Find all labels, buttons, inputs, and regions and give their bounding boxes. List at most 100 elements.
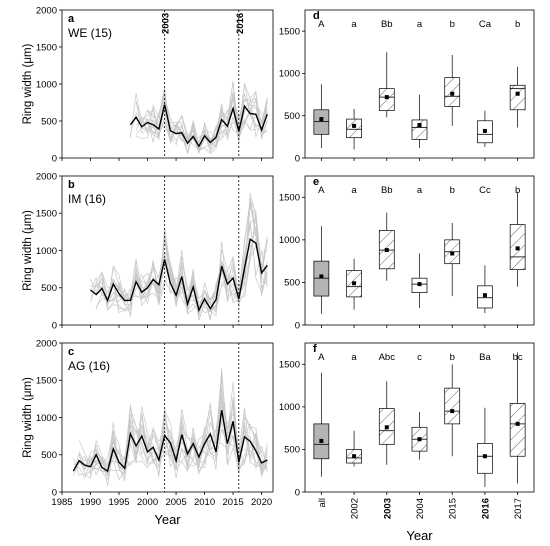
y-tick-label: 1000 xyxy=(279,235,300,246)
box-mean-marker xyxy=(384,95,389,100)
x-tick-label: 2002 xyxy=(350,498,361,519)
significance-letter: b xyxy=(450,185,455,196)
x-tick-label: 2015 xyxy=(223,497,244,508)
individual-series-line xyxy=(73,387,268,479)
significance-letter: b xyxy=(515,19,520,30)
y-tick-label: 1500 xyxy=(36,42,57,53)
box-hatch xyxy=(346,119,362,138)
y-axis-label: Ring width (μm) xyxy=(22,210,34,291)
significance-letter: a xyxy=(351,185,357,196)
y-tick-label: 1500 xyxy=(279,193,300,204)
y-tick-label: 0 xyxy=(295,153,300,164)
box xyxy=(313,260,330,297)
significance-letter: Cc xyxy=(479,185,491,196)
x-tick-label: 2004 xyxy=(415,498,426,519)
y-tick-label: 1000 xyxy=(36,246,57,257)
box-hatch xyxy=(444,388,460,424)
box-mean-marker xyxy=(352,281,357,286)
individual-series-line xyxy=(141,86,268,151)
y-tick-label: 1000 xyxy=(279,69,300,80)
box-mean-marker xyxy=(450,91,455,96)
line-panel-a: 0 500 1000 1500 2000 Ring width (μm) 2003 2016 a… xyxy=(22,5,274,164)
significance-letter: Bb xyxy=(381,185,393,196)
x-tick-label: 2000 xyxy=(137,497,158,508)
y-tick-label: 500 xyxy=(284,278,300,289)
panel-title: WE (15) xyxy=(68,26,112,40)
significance-letter: Abc xyxy=(379,352,396,363)
panel-label: e xyxy=(313,176,319,188)
y-tick-label: 1500 xyxy=(279,26,300,37)
x-tick-label: 1985 xyxy=(51,497,72,508)
individual-series-line xyxy=(73,391,268,477)
box xyxy=(313,109,330,135)
significance-letter: a xyxy=(417,19,423,30)
x-tick-label: 1990 xyxy=(80,497,101,508)
y-axis-label: Ring width (μm) xyxy=(22,377,34,458)
plots-layer: 0 500 1000 1500 2000 Ring width (μm) 2003 2016 a… xyxy=(22,5,535,543)
y-axis-label: Ring width (μm) xyxy=(22,43,34,124)
event-marker-label: 2003 xyxy=(161,13,172,34)
box-mean-marker xyxy=(417,437,422,442)
mean-series-line xyxy=(72,409,268,473)
y-tick-label: 2000 xyxy=(36,171,57,182)
y-tick-label: 0 xyxy=(295,487,300,498)
box-mean-marker xyxy=(482,293,487,298)
line-panel-c: 0 500 1000 1500 2000 1985 1990 1995 2000 2005 2010… xyxy=(22,338,274,527)
significance-letter: c xyxy=(417,352,422,363)
significance-letter: Ba xyxy=(479,352,491,363)
box xyxy=(477,443,493,474)
box-mean-marker xyxy=(319,438,324,443)
panel-label: d xyxy=(313,10,320,22)
box-mean-marker xyxy=(352,454,357,459)
event-marker-label: 2016 xyxy=(235,13,246,34)
significance-letter: b xyxy=(515,185,520,196)
x-tick-label: 2017 xyxy=(513,498,524,519)
line-panel-b: 0 500 1000 1500 2000 Ring width (μm) bIM (16) xyxy=(22,171,274,331)
y-tick-label: 500 xyxy=(284,111,300,122)
y-tick-label: 1000 xyxy=(279,402,300,413)
panel-label: f xyxy=(313,343,317,355)
significance-letter: Ca xyxy=(479,19,492,30)
significance-letter: a xyxy=(351,19,357,30)
box-mean-marker xyxy=(319,274,324,279)
box-hatch xyxy=(510,85,526,110)
box-mean-marker xyxy=(417,282,422,287)
significance-letter: b xyxy=(450,352,455,363)
panel-label: a xyxy=(68,13,75,25)
significance-letter: A xyxy=(318,19,325,30)
box-mean-marker xyxy=(482,454,487,459)
x-tick-label: 1995 xyxy=(108,497,129,508)
significance-letter: a xyxy=(351,352,357,363)
significance-letter: A xyxy=(318,352,325,363)
box-mean-marker xyxy=(417,123,422,128)
box-panel-e: 0 500 1000 1500 A a Bb a b Cc b e xyxy=(279,175,535,331)
significance-letter: b xyxy=(450,19,455,30)
significance-letter: Bb xyxy=(381,19,393,30)
y-tick-label: 500 xyxy=(284,445,300,456)
box-mean-marker xyxy=(515,91,520,96)
box-mean-marker xyxy=(352,123,357,128)
box-mean-marker xyxy=(515,246,520,251)
x-tick-label: 2005 xyxy=(165,497,186,508)
box-panel-d: 0 500 1000 1500 A a Bb a b Ca b d xyxy=(279,9,535,164)
x-tick-label: 2015 xyxy=(448,498,459,519)
y-tick-label: 0 xyxy=(52,153,57,164)
x-tick-label: 2020 xyxy=(251,497,272,508)
y-tick-label: 2000 xyxy=(36,5,57,16)
y-tick-label: 0 xyxy=(52,320,57,331)
box-panel-f: 0 500 1000 1500 all 2002 2003 2004 2015 2016 2017 A… xyxy=(279,342,535,543)
significance-letter: bc xyxy=(513,352,523,363)
y-tick-label: 1500 xyxy=(36,376,57,387)
x-tick-label: 2016 xyxy=(480,498,491,519)
y-tick-label: 500 xyxy=(41,283,57,294)
box-mean-marker xyxy=(450,251,455,256)
significance-letter: A xyxy=(318,185,325,196)
x-axis-title: Year xyxy=(406,528,433,543)
significance-letter: a xyxy=(417,185,423,196)
mean-series-line xyxy=(129,104,268,148)
box-mean-marker xyxy=(384,248,389,253)
box-hatch xyxy=(379,88,395,111)
box-mean-marker xyxy=(482,128,487,133)
panel-title: IM (16) xyxy=(68,192,106,206)
